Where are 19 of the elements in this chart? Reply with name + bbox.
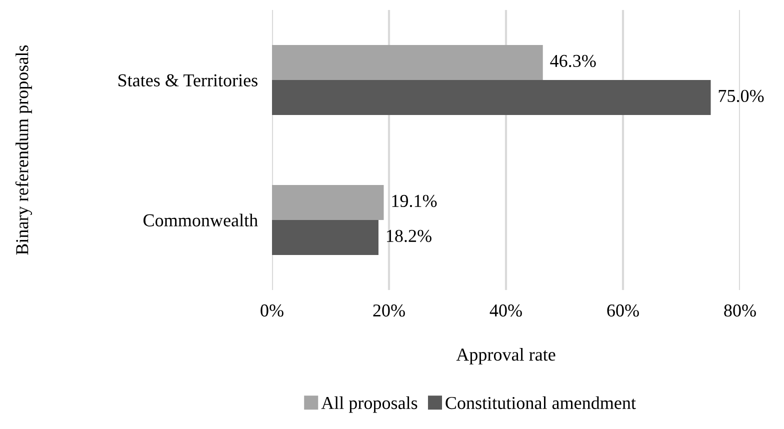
data-label: 19.1% [392, 194, 437, 208]
x-tick-label: 20% [373, 304, 405, 317]
x-tick-label: 0% [260, 304, 284, 317]
x-tick-label: 60% [607, 304, 639, 317]
legend-label: All proposals [321, 396, 418, 413]
legend-label: Constitutional amendment [446, 396, 636, 410]
data-label: 75.0% [718, 90, 764, 102]
data-label: 46.3% [550, 54, 596, 68]
bar [272, 45, 543, 80]
bar [272, 185, 384, 220]
data-label: 18.2% [387, 230, 432, 242]
bar [272, 80, 711, 115]
x-tick-label: 80% [724, 304, 756, 317]
y-tick-label: States & Territories [118, 74, 258, 86]
y-tick-label: Commonwealth [144, 214, 258, 226]
y-axis-title: Binary referendum proposals [15, 45, 32, 255]
x-tick-label: 40% [490, 304, 522, 317]
x-axis-title: Approval rate [456, 348, 556, 364]
bar [272, 220, 378, 255]
